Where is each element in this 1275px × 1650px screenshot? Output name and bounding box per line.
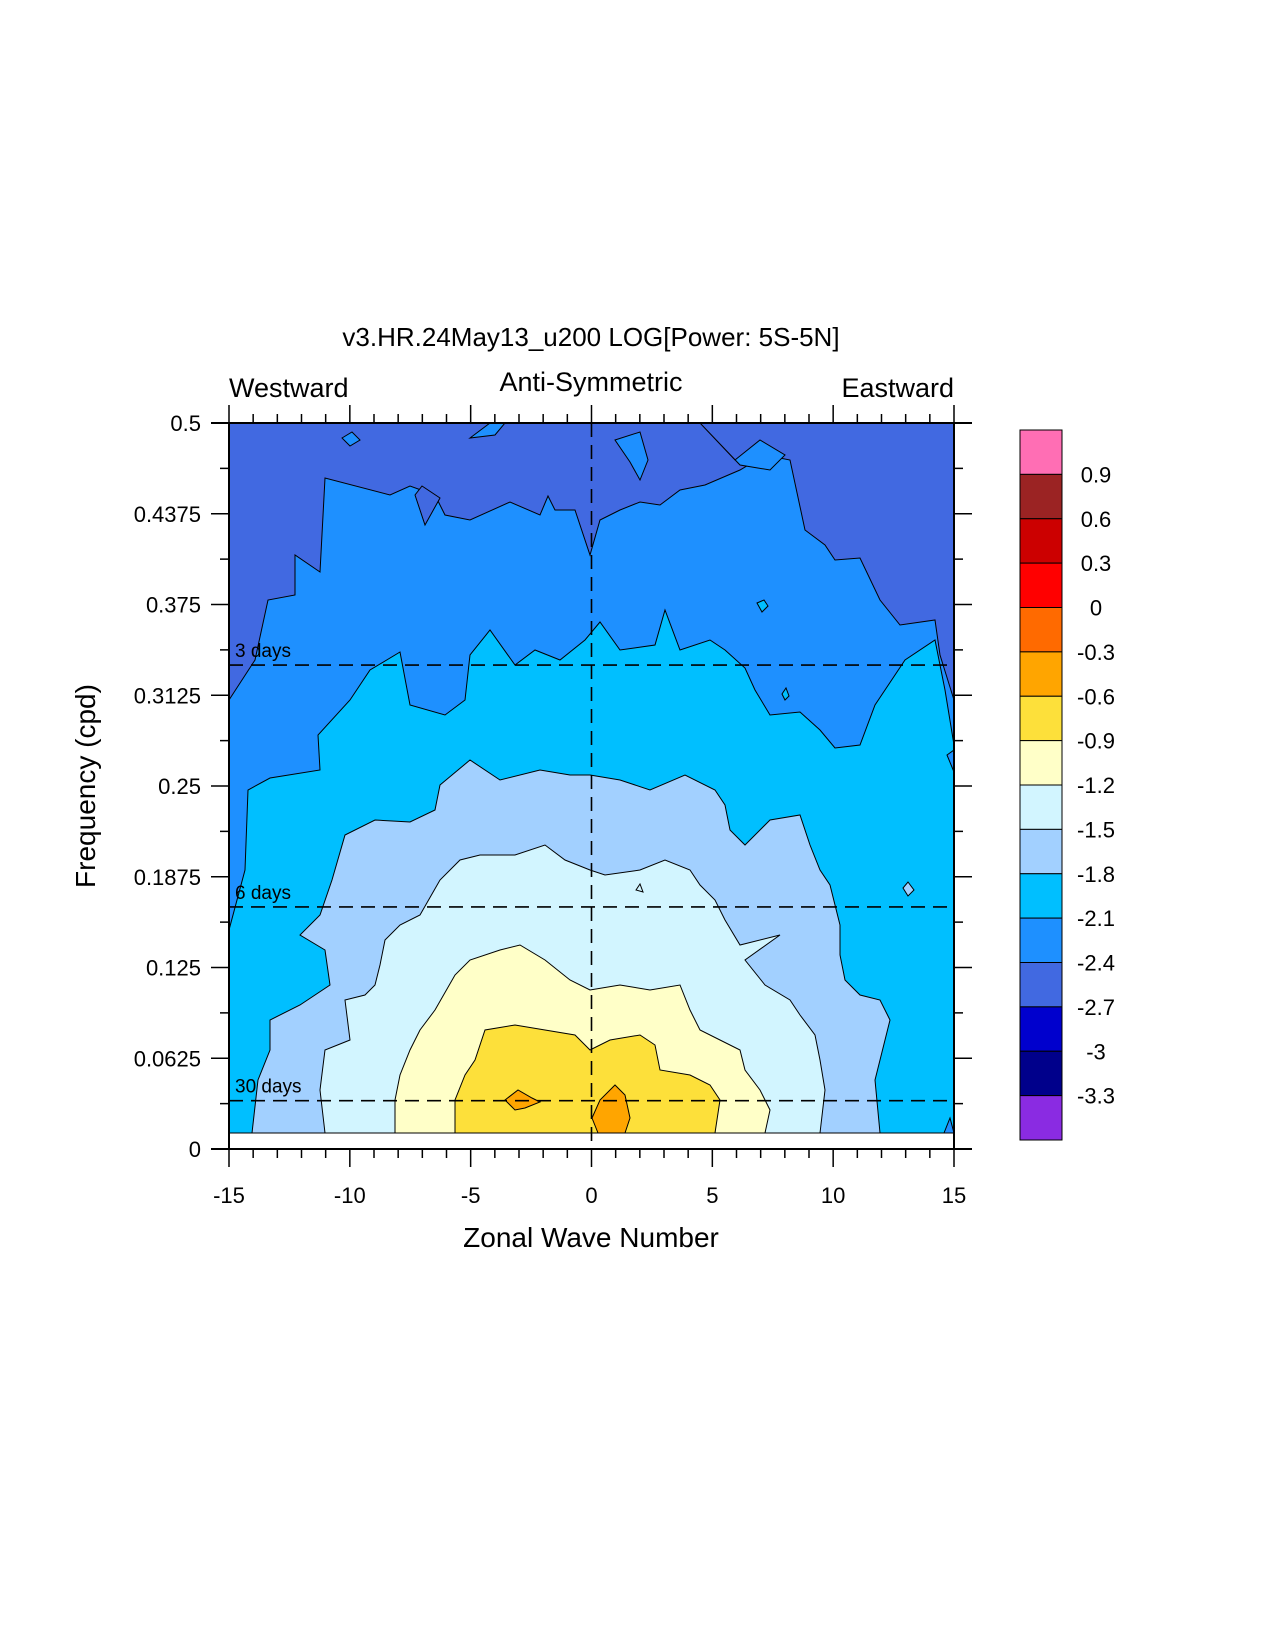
subtitle-westward: Westward [229,373,349,403]
contour-speckle-3 [635,882,644,893]
y-tick-label: 0 [189,1137,201,1162]
contour-speckle-6 [943,1116,954,1134]
colorbar-label: -2.4 [1077,951,1115,976]
colorbar-swatch [1019,828,1063,875]
x-tick-label: 0 [585,1183,597,1208]
contour-pocket-top-right-2 [699,423,786,471]
subtitle-anti-symmetric: Anti-Symmetric [499,367,682,397]
colorbar-label: -1.2 [1077,773,1115,798]
colorbar-label: -0.9 [1077,729,1115,754]
x-axis-label: Zonal Wave Number [463,1222,719,1253]
reference-lines [229,423,954,1149]
period-labels: 3 days 6 days 30 days [235,641,302,1098]
colorbar-swatch [1019,695,1063,742]
colorbar-swatch [1019,873,1063,919]
x-axis-ticks: -15 -10 -5 0 5 10 15 [211,405,972,1208]
contour-speckle-5 [946,749,954,773]
y-tick-label: 0.5 [170,411,201,436]
colorbar: 0.9 0.6 0.3 0 -0.3 -0.6 -0.9 -1.2 -1.5 -1.8 -2.1 -2… [1019,429,1115,1141]
colorbar-swatch [1019,917,1063,963]
y-tick-label: 0.1875 [134,865,201,890]
colorbar-label: -1.8 [1077,862,1115,887]
colorbar-label: 0 [1090,596,1102,621]
contour-speckle-4 [902,881,915,897]
contour-speckle-7 [414,485,441,527]
y-tick-label: 0.3125 [134,683,201,708]
x-tick-label: 5 [706,1183,718,1208]
subtitle-eastward: Eastward [841,373,954,403]
colorbar-label: 0.3 [1081,551,1112,576]
contour-pocket-top-right [614,431,649,482]
colorbar-swatch [1019,1050,1063,1097]
y-tick-label: 0.0625 [134,1046,201,1071]
colorbar-label: -1.5 [1077,817,1115,842]
colorbar-swatch [1019,562,1063,608]
colorbar-swatch [1019,651,1063,697]
y-axis-ticks: 0 0.0625 0.125 0.1875 0.25 0.3125 0.375 0.4375 0… [134,411,972,1162]
period-label-6-days: 6 days [235,883,291,904]
y-axis-label: Frequency (cpd) [70,684,101,888]
colorbar-swatch [1019,607,1063,653]
period-label-3-days: 3 days [235,641,291,662]
colorbar-swatch [1019,1095,1063,1141]
x-tick-label: 10 [821,1183,845,1208]
colorbar-label: -3.3 [1077,1084,1115,1109]
plot-area: 3 days 6 days 30 days [228,422,955,1150]
chart-title: v3.HR.24May13_u200 LOG[Power: 5S-5N] [342,322,839,352]
colorbar-swatch [1019,473,1063,520]
contour-pocket-top-center [468,423,506,439]
colorbar-swatch [1019,962,1063,1008]
y-tick-label: 0.4375 [134,502,201,527]
colorbar-label: 0.6 [1081,507,1112,532]
contour-pocket-top-left [341,431,361,447]
y-tick-label: 0.375 [146,593,201,618]
colorbar-label: -2.1 [1077,906,1115,931]
colorbar-swatch [1019,784,1063,830]
x-tick-label: -10 [334,1183,366,1208]
colorbar-label: -2.7 [1077,995,1115,1020]
colorbar-swatch [1019,740,1063,786]
contour-speckle-2 [781,686,790,701]
y-tick-label: 0.25 [158,774,201,799]
colorbar-swatch [1019,518,1063,564]
y-tick-label: 0.125 [146,956,201,981]
contour-region-minus-0-6-peak-right [591,1084,631,1134]
colorbar-swatch [1019,429,1063,475]
colorbar-label: -3 [1086,1039,1106,1064]
period-label-30-days: 30 days [235,1077,302,1098]
colorbar-label: -0.6 [1077,684,1115,709]
x-tick-label: 15 [942,1183,966,1208]
contour-speckle-1 [756,599,769,613]
x-tick-label: -15 [213,1183,245,1208]
colorbar-label: -0.3 [1077,640,1115,665]
colorbar-label: 0.9 [1081,462,1112,487]
colorbar-swatch [1019,1006,1063,1052]
x-tick-label: -5 [461,1183,481,1208]
